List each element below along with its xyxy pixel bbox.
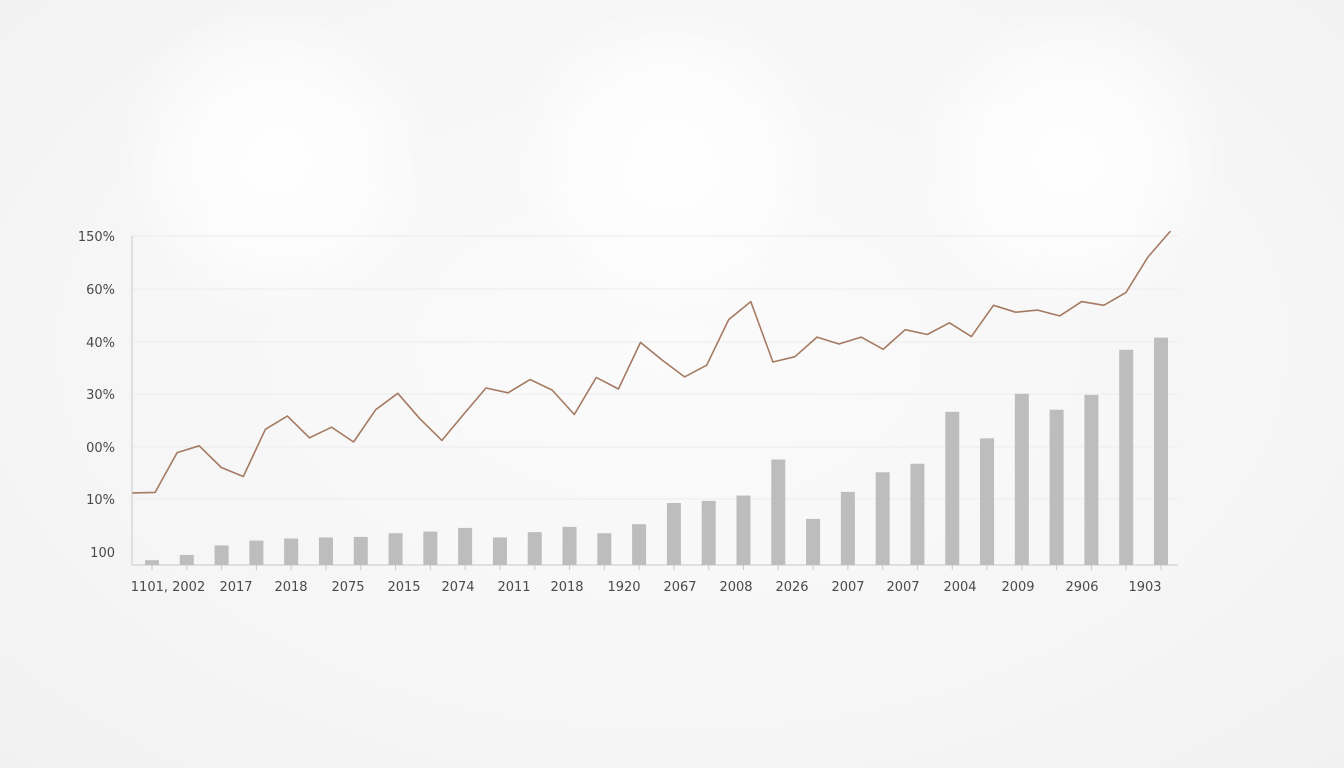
bar bbox=[597, 533, 612, 565]
x-tick-label: 2067 bbox=[663, 580, 696, 595]
x-tick-label: 2004 bbox=[943, 580, 976, 595]
x-tick-label: 2007 bbox=[831, 580, 864, 595]
y-tick-label: 150% bbox=[78, 230, 115, 245]
bar bbox=[353, 536, 368, 565]
y-axis-tick-labels: 100 10% 00% 30% 40% 60% 150% bbox=[78, 230, 115, 561]
line-series bbox=[132, 230, 1171, 494]
bar bbox=[806, 518, 821, 565]
bar-series bbox=[145, 337, 1168, 565]
line-series-path bbox=[132, 230, 1171, 494]
bar bbox=[423, 531, 438, 565]
x-tick-label: 2074 bbox=[441, 580, 474, 595]
background-glow-right bbox=[905, 10, 1235, 310]
bar bbox=[701, 500, 716, 565]
x-tick-label: 2007 bbox=[886, 580, 919, 595]
bar bbox=[736, 495, 751, 565]
bar bbox=[527, 532, 542, 565]
x-tick-label: 1903 bbox=[1128, 580, 1161, 595]
bar bbox=[980, 438, 995, 565]
bar bbox=[1014, 393, 1029, 565]
bar bbox=[666, 502, 681, 565]
bar bbox=[632, 524, 647, 565]
x-tick-label: 2026 bbox=[775, 580, 808, 595]
x-tick-label: 2017 bbox=[219, 580, 252, 595]
bar bbox=[1049, 409, 1064, 565]
background-glow-left bbox=[110, 10, 440, 310]
bar bbox=[458, 527, 473, 565]
x-tick-label: 2008 bbox=[719, 580, 752, 595]
background-glow-center bbox=[505, 10, 835, 310]
bar bbox=[318, 537, 333, 565]
x-tick-label: 2906 bbox=[1065, 580, 1098, 595]
x-tick-label: 2075 bbox=[331, 580, 364, 595]
bar bbox=[284, 538, 299, 565]
x-tick-label: 1920 bbox=[607, 580, 640, 595]
y-tick-label: 40% bbox=[86, 336, 115, 351]
bar bbox=[910, 463, 925, 565]
gridlines bbox=[132, 235, 1178, 500]
bar bbox=[562, 526, 577, 565]
x-tick-label: 2018 bbox=[550, 580, 583, 595]
x-tick-label: 2009 bbox=[1001, 580, 1034, 595]
bar bbox=[945, 411, 960, 565]
y-tick-label: 00% bbox=[86, 441, 115, 456]
bar bbox=[1154, 337, 1168, 565]
x-axis-tick-labels: 1101, 2002 2017 2018 2075 2015 2074 2011 2018 19… bbox=[131, 580, 1162, 595]
y-tick-label: 100 bbox=[90, 546, 115, 561]
x-tick-label: 2015 bbox=[387, 580, 420, 595]
bar bbox=[875, 472, 890, 565]
bar bbox=[179, 554, 194, 565]
x-tick-label: 2011 bbox=[497, 580, 530, 595]
bar bbox=[145, 560, 159, 565]
bar bbox=[249, 540, 264, 565]
axes bbox=[131, 236, 1178, 570]
bar bbox=[1119, 349, 1134, 565]
bar bbox=[492, 537, 507, 565]
bar bbox=[214, 545, 229, 565]
bar bbox=[771, 459, 786, 565]
bar bbox=[1084, 394, 1099, 565]
y-tick-label: 60% bbox=[86, 283, 115, 298]
bar bbox=[388, 533, 403, 565]
bar bbox=[840, 491, 855, 565]
x-tick-label: 1101, 2002 bbox=[131, 580, 205, 595]
y-tick-label: 10% bbox=[86, 493, 115, 508]
y-tick-label: 30% bbox=[86, 388, 115, 403]
x-tick-label: 2018 bbox=[274, 580, 307, 595]
